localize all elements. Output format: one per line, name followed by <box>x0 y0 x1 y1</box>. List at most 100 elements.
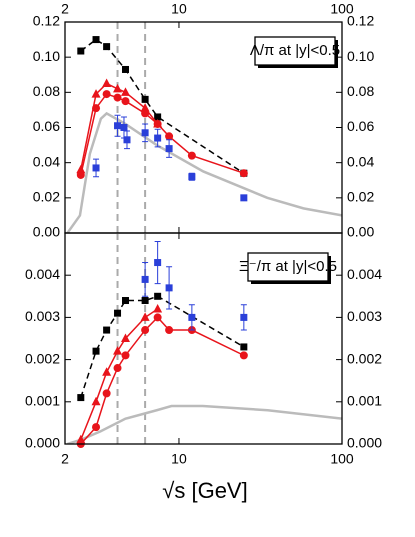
marker <box>141 95 149 103</box>
marker <box>154 292 162 300</box>
marker <box>120 333 130 342</box>
y-tick-label: 0.02 <box>347 189 374 205</box>
marker <box>77 47 85 55</box>
marker <box>188 173 196 181</box>
marker <box>140 312 150 321</box>
marker <box>92 347 100 355</box>
marker <box>154 259 162 267</box>
marker <box>141 275 149 283</box>
marker <box>92 423 101 432</box>
series-line <box>80 295 245 398</box>
y-tick-label: 0.003 <box>347 308 382 324</box>
y-tick-label: 0.12 <box>33 13 60 29</box>
marker <box>123 136 131 144</box>
marker <box>153 119 162 128</box>
marker <box>121 297 129 305</box>
marker <box>140 103 150 112</box>
marker <box>102 389 111 398</box>
y-tick-label: 0.00 <box>33 224 60 240</box>
y-tick-label: 0.000 <box>25 435 60 451</box>
marker <box>114 122 122 130</box>
marker <box>113 364 122 373</box>
marker <box>103 43 111 51</box>
marker <box>165 132 174 141</box>
plot-frame <box>64 232 343 445</box>
marker <box>153 313 162 322</box>
marker <box>187 151 196 160</box>
marker <box>141 326 150 335</box>
x-tick-label: 100 <box>330 1 354 17</box>
marker <box>92 164 100 172</box>
marker <box>121 65 129 73</box>
y-tick-label: 0.08 <box>347 83 374 99</box>
x-tick-label: 10 <box>171 1 187 17</box>
marker <box>153 303 163 313</box>
marker <box>141 129 149 137</box>
marker <box>113 346 123 355</box>
marker <box>120 124 128 131</box>
series-line <box>80 316 245 444</box>
marker <box>91 89 101 98</box>
series-line <box>67 404 342 444</box>
y-tick-label: 0.06 <box>33 118 60 134</box>
marker <box>102 78 112 88</box>
annotation-shadow <box>251 281 331 284</box>
marker <box>240 343 248 351</box>
y-tick-label: 0.004 <box>25 266 60 282</box>
y-tick-label: 0.08 <box>33 83 60 99</box>
marker <box>165 145 173 153</box>
marker <box>102 90 111 99</box>
x-axis-label: √s [GeV] <box>162 478 247 503</box>
marker <box>188 313 196 321</box>
marker <box>239 351 248 360</box>
marker <box>154 113 162 121</box>
marker <box>165 326 174 335</box>
y-tick-label: 0.002 <box>347 350 382 366</box>
y-tick-label: 0.004 <box>347 266 382 282</box>
y-tick-label: 0.06 <box>347 118 374 134</box>
y-tick-label: 0.04 <box>347 153 374 169</box>
marker <box>113 93 122 102</box>
y-tick-label: 0.002 <box>25 350 60 366</box>
series-line <box>80 93 245 176</box>
x-tick-label: 2 <box>61 1 69 17</box>
x-tick-label: 2 <box>61 451 69 467</box>
marker <box>120 87 130 96</box>
marker <box>77 394 85 402</box>
marker <box>76 170 85 179</box>
y-tick-label: 0.000 <box>347 435 382 451</box>
marker <box>113 83 123 93</box>
y-tick-label: 0.12 <box>347 13 374 29</box>
y-tick-label: 0.003 <box>25 308 60 324</box>
series-line <box>80 38 245 174</box>
marker <box>92 104 101 113</box>
y-tick-label: 0.10 <box>347 48 374 64</box>
marker <box>114 309 122 317</box>
y-tick-label: 0.10 <box>33 48 60 64</box>
marker <box>92 36 100 44</box>
marker <box>141 109 150 118</box>
marker <box>103 326 111 334</box>
marker <box>165 284 173 292</box>
y-tick-label: 0.001 <box>25 393 60 409</box>
marker <box>240 313 248 321</box>
y-tick-label: 0.04 <box>33 153 60 169</box>
marker <box>102 367 112 376</box>
y-tick-label: 0.00 <box>347 224 374 240</box>
annotation: Λ/π at |y|<0.5 <box>250 42 340 59</box>
annotation: Ξ⁻/π at |y|<0.5 <box>239 258 337 275</box>
annotation-shadow <box>335 40 338 68</box>
series-line <box>66 111 342 233</box>
annotation-box <box>247 252 329 282</box>
marker <box>121 97 130 106</box>
marker <box>76 164 86 174</box>
marker <box>239 169 248 178</box>
annotation-shadow <box>258 65 338 68</box>
marker <box>141 297 149 305</box>
marker <box>240 194 248 202</box>
marker <box>121 351 130 360</box>
x-tick-label: 10 <box>171 451 187 467</box>
x-tick-label: 100 <box>330 451 354 467</box>
y-tick-label: 0.001 <box>347 393 382 409</box>
